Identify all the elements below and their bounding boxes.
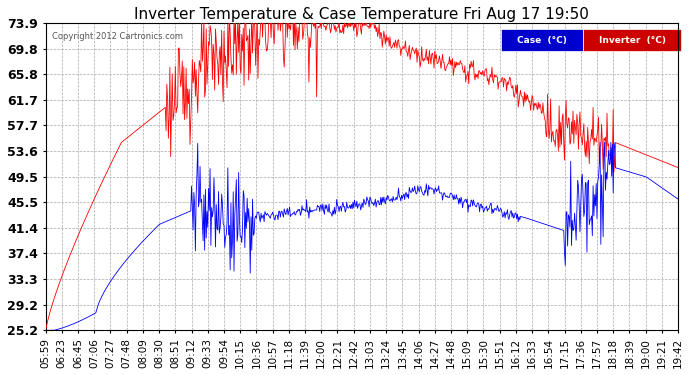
Text: Copyright 2012 Cartronics.com: Copyright 2012 Cartronics.com [52,32,183,41]
FancyBboxPatch shape [583,29,681,51]
Title: Inverter Temperature & Case Temperature Fri Aug 17 19:50: Inverter Temperature & Case Temperature … [135,7,589,22]
Text: Inverter  (°C): Inverter (°C) [599,36,666,45]
FancyBboxPatch shape [501,29,583,51]
Text: Case  (°C): Case (°C) [517,36,567,45]
